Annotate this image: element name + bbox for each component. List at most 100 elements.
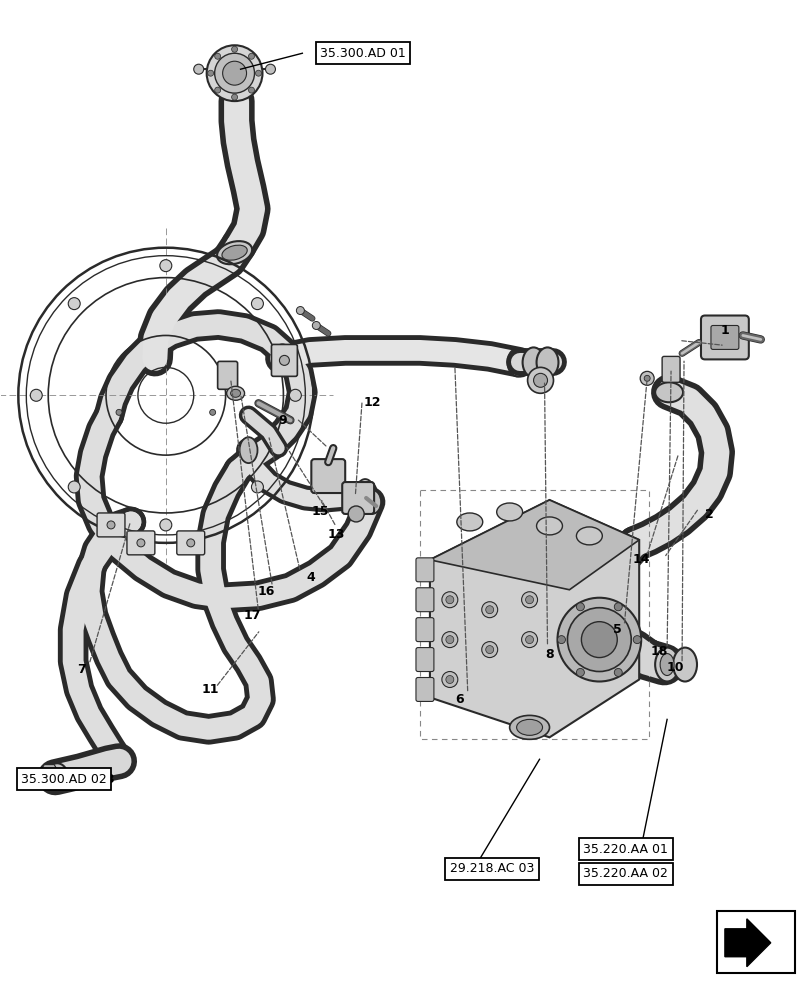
- Bar: [419, 490, 648, 739]
- Circle shape: [445, 676, 453, 683]
- Circle shape: [312, 321, 320, 329]
- Circle shape: [248, 87, 254, 93]
- Text: 7: 7: [77, 663, 85, 676]
- Circle shape: [481, 642, 497, 658]
- Bar: [716, 911, 794, 973]
- Circle shape: [187, 539, 195, 547]
- Ellipse shape: [230, 389, 240, 397]
- Ellipse shape: [457, 513, 483, 531]
- Circle shape: [208, 70, 213, 76]
- Circle shape: [557, 598, 641, 681]
- Circle shape: [231, 94, 238, 100]
- Text: 10: 10: [666, 661, 683, 674]
- Circle shape: [527, 367, 553, 393]
- Text: 14: 14: [632, 553, 649, 566]
- Ellipse shape: [654, 648, 678, 681]
- Ellipse shape: [536, 517, 562, 535]
- Ellipse shape: [272, 344, 292, 372]
- Circle shape: [485, 606, 493, 614]
- Circle shape: [289, 389, 301, 401]
- Ellipse shape: [672, 648, 696, 681]
- Circle shape: [296, 307, 304, 315]
- Circle shape: [214, 87, 221, 93]
- Ellipse shape: [239, 437, 257, 463]
- Text: 15: 15: [311, 505, 328, 518]
- Text: 35.220.AA 02: 35.220.AA 02: [582, 867, 667, 880]
- Text: 1: 1: [719, 324, 728, 337]
- Text: 35.300.AD 02: 35.300.AD 02: [21, 773, 107, 786]
- Circle shape: [214, 53, 254, 93]
- Text: 5: 5: [612, 623, 621, 636]
- Ellipse shape: [654, 382, 682, 402]
- Text: 6: 6: [455, 693, 464, 706]
- Text: 9: 9: [278, 414, 286, 427]
- Circle shape: [521, 592, 537, 608]
- Circle shape: [209, 409, 216, 415]
- FancyBboxPatch shape: [311, 459, 345, 493]
- Ellipse shape: [507, 348, 527, 376]
- Circle shape: [525, 596, 533, 604]
- FancyBboxPatch shape: [710, 325, 738, 349]
- Text: 29.218.AC 03: 29.218.AC 03: [449, 862, 534, 875]
- FancyBboxPatch shape: [415, 618, 433, 642]
- Circle shape: [557, 636, 564, 644]
- Ellipse shape: [496, 503, 522, 521]
- Text: 17: 17: [243, 609, 261, 622]
- FancyBboxPatch shape: [97, 513, 125, 537]
- Text: 4: 4: [306, 571, 315, 584]
- FancyBboxPatch shape: [217, 361, 238, 389]
- Ellipse shape: [522, 347, 544, 377]
- Text: 3: 3: [105, 773, 114, 786]
- FancyBboxPatch shape: [341, 482, 374, 514]
- Circle shape: [521, 632, 537, 648]
- Circle shape: [265, 64, 275, 74]
- Circle shape: [445, 636, 453, 644]
- Ellipse shape: [576, 527, 602, 545]
- Ellipse shape: [217, 241, 252, 264]
- Circle shape: [160, 519, 172, 531]
- Circle shape: [567, 608, 630, 672]
- Circle shape: [348, 506, 363, 522]
- Text: 8: 8: [544, 648, 553, 661]
- Ellipse shape: [46, 763, 68, 791]
- Circle shape: [445, 596, 453, 604]
- Ellipse shape: [536, 347, 558, 377]
- FancyBboxPatch shape: [415, 678, 433, 701]
- Circle shape: [222, 61, 247, 85]
- Text: 12: 12: [363, 396, 380, 409]
- FancyBboxPatch shape: [415, 558, 433, 582]
- FancyBboxPatch shape: [127, 531, 155, 555]
- Circle shape: [68, 298, 80, 310]
- Circle shape: [248, 53, 254, 59]
- Circle shape: [251, 481, 263, 493]
- Circle shape: [441, 632, 457, 648]
- FancyBboxPatch shape: [415, 648, 433, 672]
- Circle shape: [30, 389, 42, 401]
- Ellipse shape: [226, 386, 244, 400]
- Text: 35.220.AA 01: 35.220.AA 01: [582, 843, 667, 856]
- Circle shape: [441, 592, 457, 608]
- Ellipse shape: [516, 719, 542, 735]
- Circle shape: [576, 603, 584, 611]
- Ellipse shape: [221, 245, 247, 260]
- Circle shape: [643, 375, 650, 381]
- Circle shape: [214, 53, 221, 59]
- FancyBboxPatch shape: [415, 588, 433, 612]
- Circle shape: [485, 646, 493, 654]
- Circle shape: [581, 622, 616, 658]
- Text: 16: 16: [257, 585, 275, 598]
- Text: 35.300.AD 01: 35.300.AD 01: [320, 47, 406, 60]
- Circle shape: [116, 409, 122, 415]
- FancyBboxPatch shape: [177, 531, 204, 555]
- Circle shape: [137, 539, 144, 547]
- Circle shape: [194, 64, 204, 74]
- Circle shape: [160, 260, 172, 272]
- Polygon shape: [429, 500, 638, 590]
- Circle shape: [576, 668, 584, 676]
- FancyBboxPatch shape: [700, 316, 748, 359]
- Circle shape: [251, 298, 263, 310]
- Circle shape: [533, 373, 547, 387]
- Text: 18: 18: [650, 645, 667, 658]
- Ellipse shape: [659, 654, 673, 676]
- Text: 11: 11: [202, 683, 219, 696]
